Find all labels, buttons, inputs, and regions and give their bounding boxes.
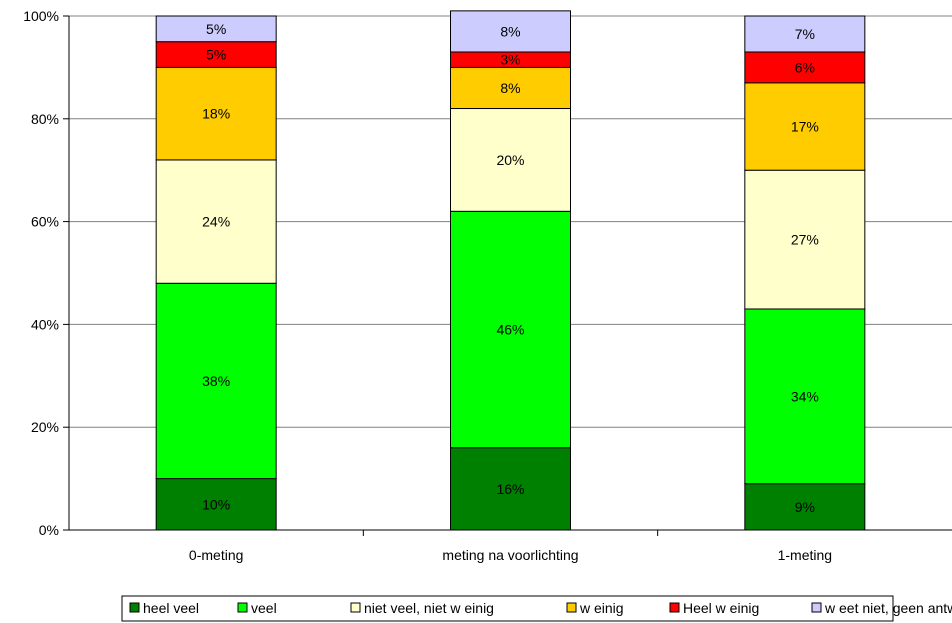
bar-segment — [155, 282, 277, 480]
legend-label: niet veel, niet w einig — [364, 600, 494, 616]
data-label: 16% — [496, 481, 524, 497]
y-tick-label: 0% — [39, 522, 59, 538]
x-tick-label: meting na voorlichting — [442, 547, 578, 563]
legend-label: w eet niet, geen antw oord — [824, 600, 952, 616]
legend-swatch — [350, 602, 361, 613]
data-label: 9% — [795, 499, 815, 515]
data-label: 6% — [795, 59, 815, 75]
bar-segment — [155, 15, 277, 43]
bar-segment — [450, 210, 571, 449]
legend-swatch — [811, 602, 822, 613]
data-label: 3% — [500, 52, 520, 68]
y-tick-label: 20% — [31, 419, 59, 435]
x-tick-labels: 0-meting meting na voorlichting 1-meting — [189, 547, 832, 563]
legend-label: w einig — [579, 600, 624, 616]
data-label: 38% — [202, 373, 230, 389]
bar-segment — [744, 308, 866, 485]
data-label: 5% — [206, 47, 226, 63]
data-label: 18% — [202, 106, 230, 122]
legend-swatch — [669, 602, 680, 613]
bar-segment — [744, 15, 866, 53]
bar-segment — [450, 66, 571, 110]
y-tick-labels: 0% 20% 40% 60% 80% 100% — [23, 8, 59, 538]
legend-label: Heel w einig — [683, 600, 759, 616]
bar-segment — [744, 82, 866, 171]
x-tick-label: 0-meting — [189, 547, 243, 563]
legend-swatch — [566, 602, 577, 613]
bars: 10% 38% 24% 18% 5% 5% 16% 46% 20% 8% 3% 8% 9% 34% 27% 1… — [155, 10, 866, 531]
bar-segment — [744, 483, 866, 531]
bar-segment — [744, 169, 866, 310]
data-label: 8% — [500, 23, 520, 39]
y-tick-label: 100% — [23, 8, 59, 24]
data-label: 46% — [496, 322, 524, 338]
legend-box — [121, 595, 894, 622]
bar-segment — [450, 10, 571, 53]
bar-segment — [155, 478, 277, 531]
legend-swatch — [129, 602, 140, 613]
bar-segment — [450, 108, 571, 212]
legend-label: heel veel — [143, 600, 199, 616]
data-label: 34% — [791, 388, 819, 404]
y-tick-label: 60% — [31, 214, 59, 230]
data-label: 27% — [791, 232, 819, 248]
y-tick-label: 40% — [31, 316, 59, 332]
data-label: 5% — [206, 21, 226, 37]
data-label: 7% — [795, 26, 815, 42]
x-tick-label: 1-meting — [778, 547, 832, 563]
legend-label: veel — [251, 600, 277, 616]
axes — [63, 15, 952, 536]
bar-segment — [450, 447, 571, 531]
data-label: 20% — [496, 152, 524, 168]
data-label: 24% — [202, 214, 230, 230]
legend: heel veel veel niet veel, niet w einig w ei… — [121, 595, 952, 622]
data-label: 17% — [791, 119, 819, 135]
legend-swatch — [237, 602, 248, 613]
y-tick-label: 80% — [31, 111, 59, 127]
data-label: 10% — [202, 496, 230, 512]
data-label: 8% — [500, 80, 520, 96]
